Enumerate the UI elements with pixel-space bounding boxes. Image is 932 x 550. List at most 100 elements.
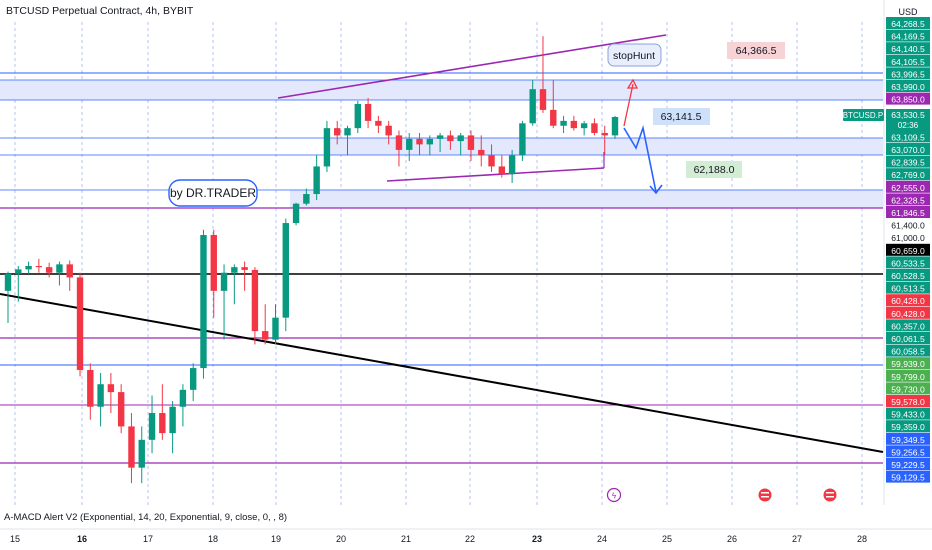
price-label-bg (886, 168, 930, 181)
price-tick-label: 64,169.5 (891, 32, 925, 42)
price-tick-label: 59,129.5 (891, 473, 925, 483)
candle-body (138, 439, 145, 468)
candle-body (385, 125, 392, 136)
candle-body (364, 103, 372, 121)
candle-body (25, 266, 32, 270)
downtrend-line (0, 293, 884, 453)
candle-body (303, 194, 310, 204)
us-flag-stripe (826, 492, 834, 494)
candle-body (591, 123, 598, 133)
price-tick-label: 59,730.0 (891, 384, 925, 394)
last-price-value-bg (886, 109, 930, 131)
candle-body (436, 135, 444, 139)
price-label-bg (886, 344, 930, 357)
candle-body (375, 120, 382, 126)
candle-body (611, 117, 619, 136)
price-label-bg (886, 92, 930, 105)
price-tick-label: 61,000.0 (891, 233, 925, 243)
zone-layer (0, 80, 883, 208)
time-tick-label: 26 (727, 534, 737, 544)
price-label-bg (886, 130, 930, 143)
us-flag-stripe (826, 496, 834, 498)
last-price-value: 63,530.5 (891, 110, 925, 120)
candle-body (395, 135, 403, 150)
price-low-text: 62,188.0 (694, 164, 735, 176)
channel-bottom-line (386, 167, 605, 182)
candle-body (107, 384, 115, 393)
price-label-bg (886, 395, 930, 407)
price-tick-label: 59,359.0 (891, 422, 925, 432)
last-price-tag: BTCUSD.P (843, 111, 883, 120)
candle-body (87, 369, 94, 407)
price-tick-label: 59,349.5 (891, 435, 925, 445)
price-high-text: 64,366.5 (736, 45, 777, 57)
candle-body (56, 264, 63, 273)
price-label-bg (886, 294, 930, 307)
price-tick-label: 60,058.5 (891, 347, 925, 357)
indicator-label[interactable]: A-MACD Alert V2 (Exponential, 14, 20, Ex… (4, 512, 288, 523)
price-label-bg (886, 420, 930, 433)
support-zone (325, 138, 883, 155)
time-tick-label: 17 (143, 534, 153, 544)
currency-label[interactable]: USD (898, 7, 918, 17)
time-tick-label: 23 (532, 534, 542, 544)
stophunt-callout (607, 43, 662, 67)
candle-body (210, 235, 217, 291)
candle-body (560, 120, 567, 126)
price-label-bg (886, 193, 930, 206)
candle-body (159, 413, 166, 434)
time-tick-label: 19 (271, 534, 281, 544)
lightning-icon (606, 487, 622, 503)
candle-body (292, 203, 300, 224)
price-tick-label: 60,428.0 (891, 296, 925, 306)
candle-body (323, 128, 331, 167)
candle-body (169, 406, 176, 434)
price-tick-label: 62,839.5 (891, 158, 925, 168)
price-tick-label: 64,140.5 (891, 44, 925, 54)
price-label-bg (886, 29, 930, 42)
candle-body (478, 149, 485, 156)
time-tick-label: 28 (857, 534, 867, 544)
time-tick-label: 22 (465, 534, 475, 544)
candle-body (550, 109, 557, 126)
us-flag-icon (758, 488, 772, 502)
candle-body (76, 277, 84, 370)
price-tick-label: 60,061.5 (891, 334, 925, 344)
price-tick-label: 61,400.0 (891, 221, 925, 231)
stophunt-arrow-line (623, 83, 634, 127)
price-high-box (727, 42, 785, 59)
price-tick-label: 59,939.0 (891, 359, 925, 369)
price-label-bg (886, 445, 930, 458)
price-tick-label: 64,268.5 (891, 19, 925, 29)
candle-body (426, 138, 434, 145)
candle-body (4, 273, 12, 291)
drawing-layer (0, 34, 884, 453)
price-label-bg (886, 256, 930, 269)
candles-layer (4, 36, 619, 484)
horizontal-levels (0, 72, 883, 464)
candle-body (508, 155, 516, 175)
price-label-bg (886, 369, 930, 382)
price-low-box (686, 161, 742, 178)
candle-body (262, 331, 269, 340)
annotation-layer: ϟ stopHunt 64,366.5 63,141.5 62,188.0 by DR.T… (168, 42, 837, 503)
candle-body (35, 266, 43, 268)
author-badge (168, 179, 258, 207)
price-mid-text: 63,141.5 (661, 111, 702, 123)
candle-body (539, 89, 547, 110)
price-label-bg (886, 432, 930, 445)
price-tick-label: 59,799.0 (891, 372, 925, 382)
price-label-bg (886, 458, 930, 470)
price-tick-label: 60,533.5 (891, 258, 925, 268)
candle-body (570, 120, 578, 129)
price-tick-label: 63,109.5 (891, 132, 925, 142)
price-label-bg (886, 67, 930, 80)
price-label-bg (886, 180, 930, 193)
price-label-bg (886, 269, 930, 281)
us-flag-stripe (761, 492, 769, 494)
time-tick-label: 27 (792, 534, 802, 544)
candle-body (200, 235, 207, 369)
price-tick-label: 59,433.0 (891, 410, 925, 420)
price-tick-label: 59,256.5 (891, 447, 925, 457)
